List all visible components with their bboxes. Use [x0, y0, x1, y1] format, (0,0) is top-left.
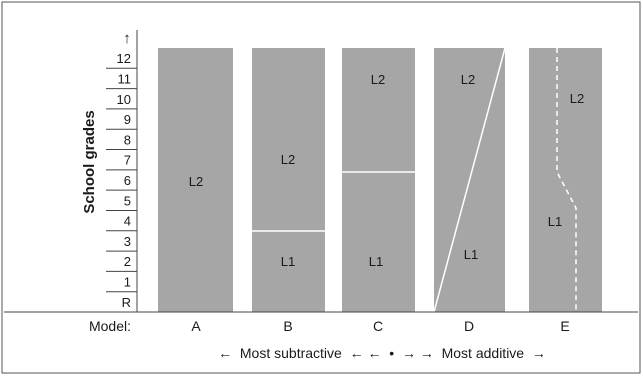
model-e-name: E — [560, 318, 569, 334]
grade-label: 5 — [124, 193, 131, 208]
model-c-bar — [342, 48, 415, 312]
y-axis-arrow-icon: ↑ — [123, 30, 131, 47]
grade-label: 2 — [124, 254, 131, 269]
model-a-l2-label: L2 — [189, 174, 203, 189]
grade-label: 11 — [118, 71, 132, 86]
model-e-dashed-transition — [556, 48, 577, 312]
model-a-bar — [158, 48, 233, 312]
model-d-name: D — [464, 318, 474, 334]
model-b-bar — [252, 48, 325, 312]
model-d-l1-label: L1 — [464, 247, 478, 262]
model-c-l2-label: L2 — [371, 72, 385, 87]
grade-label: 12 — [117, 51, 131, 66]
grade-label: R — [122, 295, 131, 310]
grade-label: 4 — [124, 214, 131, 229]
model-e-l1-label: L1 — [548, 214, 562, 229]
grade-label: 8 — [124, 132, 131, 147]
model-a-name: A — [191, 318, 201, 334]
grade-label: 6 — [124, 173, 131, 188]
y-axis-title: School grades — [81, 110, 98, 213]
grade-label: 3 — [124, 234, 131, 249]
model-c-l1-label: L1 — [369, 254, 383, 269]
grade-label: 1 — [124, 275, 131, 290]
grade-label: 7 — [124, 153, 131, 168]
model-d-l2-label: L2 — [461, 72, 475, 87]
grade-label: 9 — [124, 112, 131, 127]
model-b-l2-label: L2 — [281, 152, 295, 167]
model-d-diagonal — [433, 47, 506, 313]
model-c-name: C — [373, 318, 383, 334]
model-b-l1-label: L1 — [281, 254, 295, 269]
model-b-name: B — [283, 318, 292, 334]
grade-label: 10 — [117, 92, 131, 107]
model-e-l2-label: L2 — [570, 91, 584, 106]
grade-ticks: 12 11 10 9 8 7 6 5 4 3 2 1 R — [106, 51, 137, 313]
model-row-label: Model: — [89, 318, 131, 334]
spectrum-label: ← Most subtractive ← ← • → → Most additi… — [218, 345, 546, 361]
model-e-bar — [529, 48, 602, 312]
